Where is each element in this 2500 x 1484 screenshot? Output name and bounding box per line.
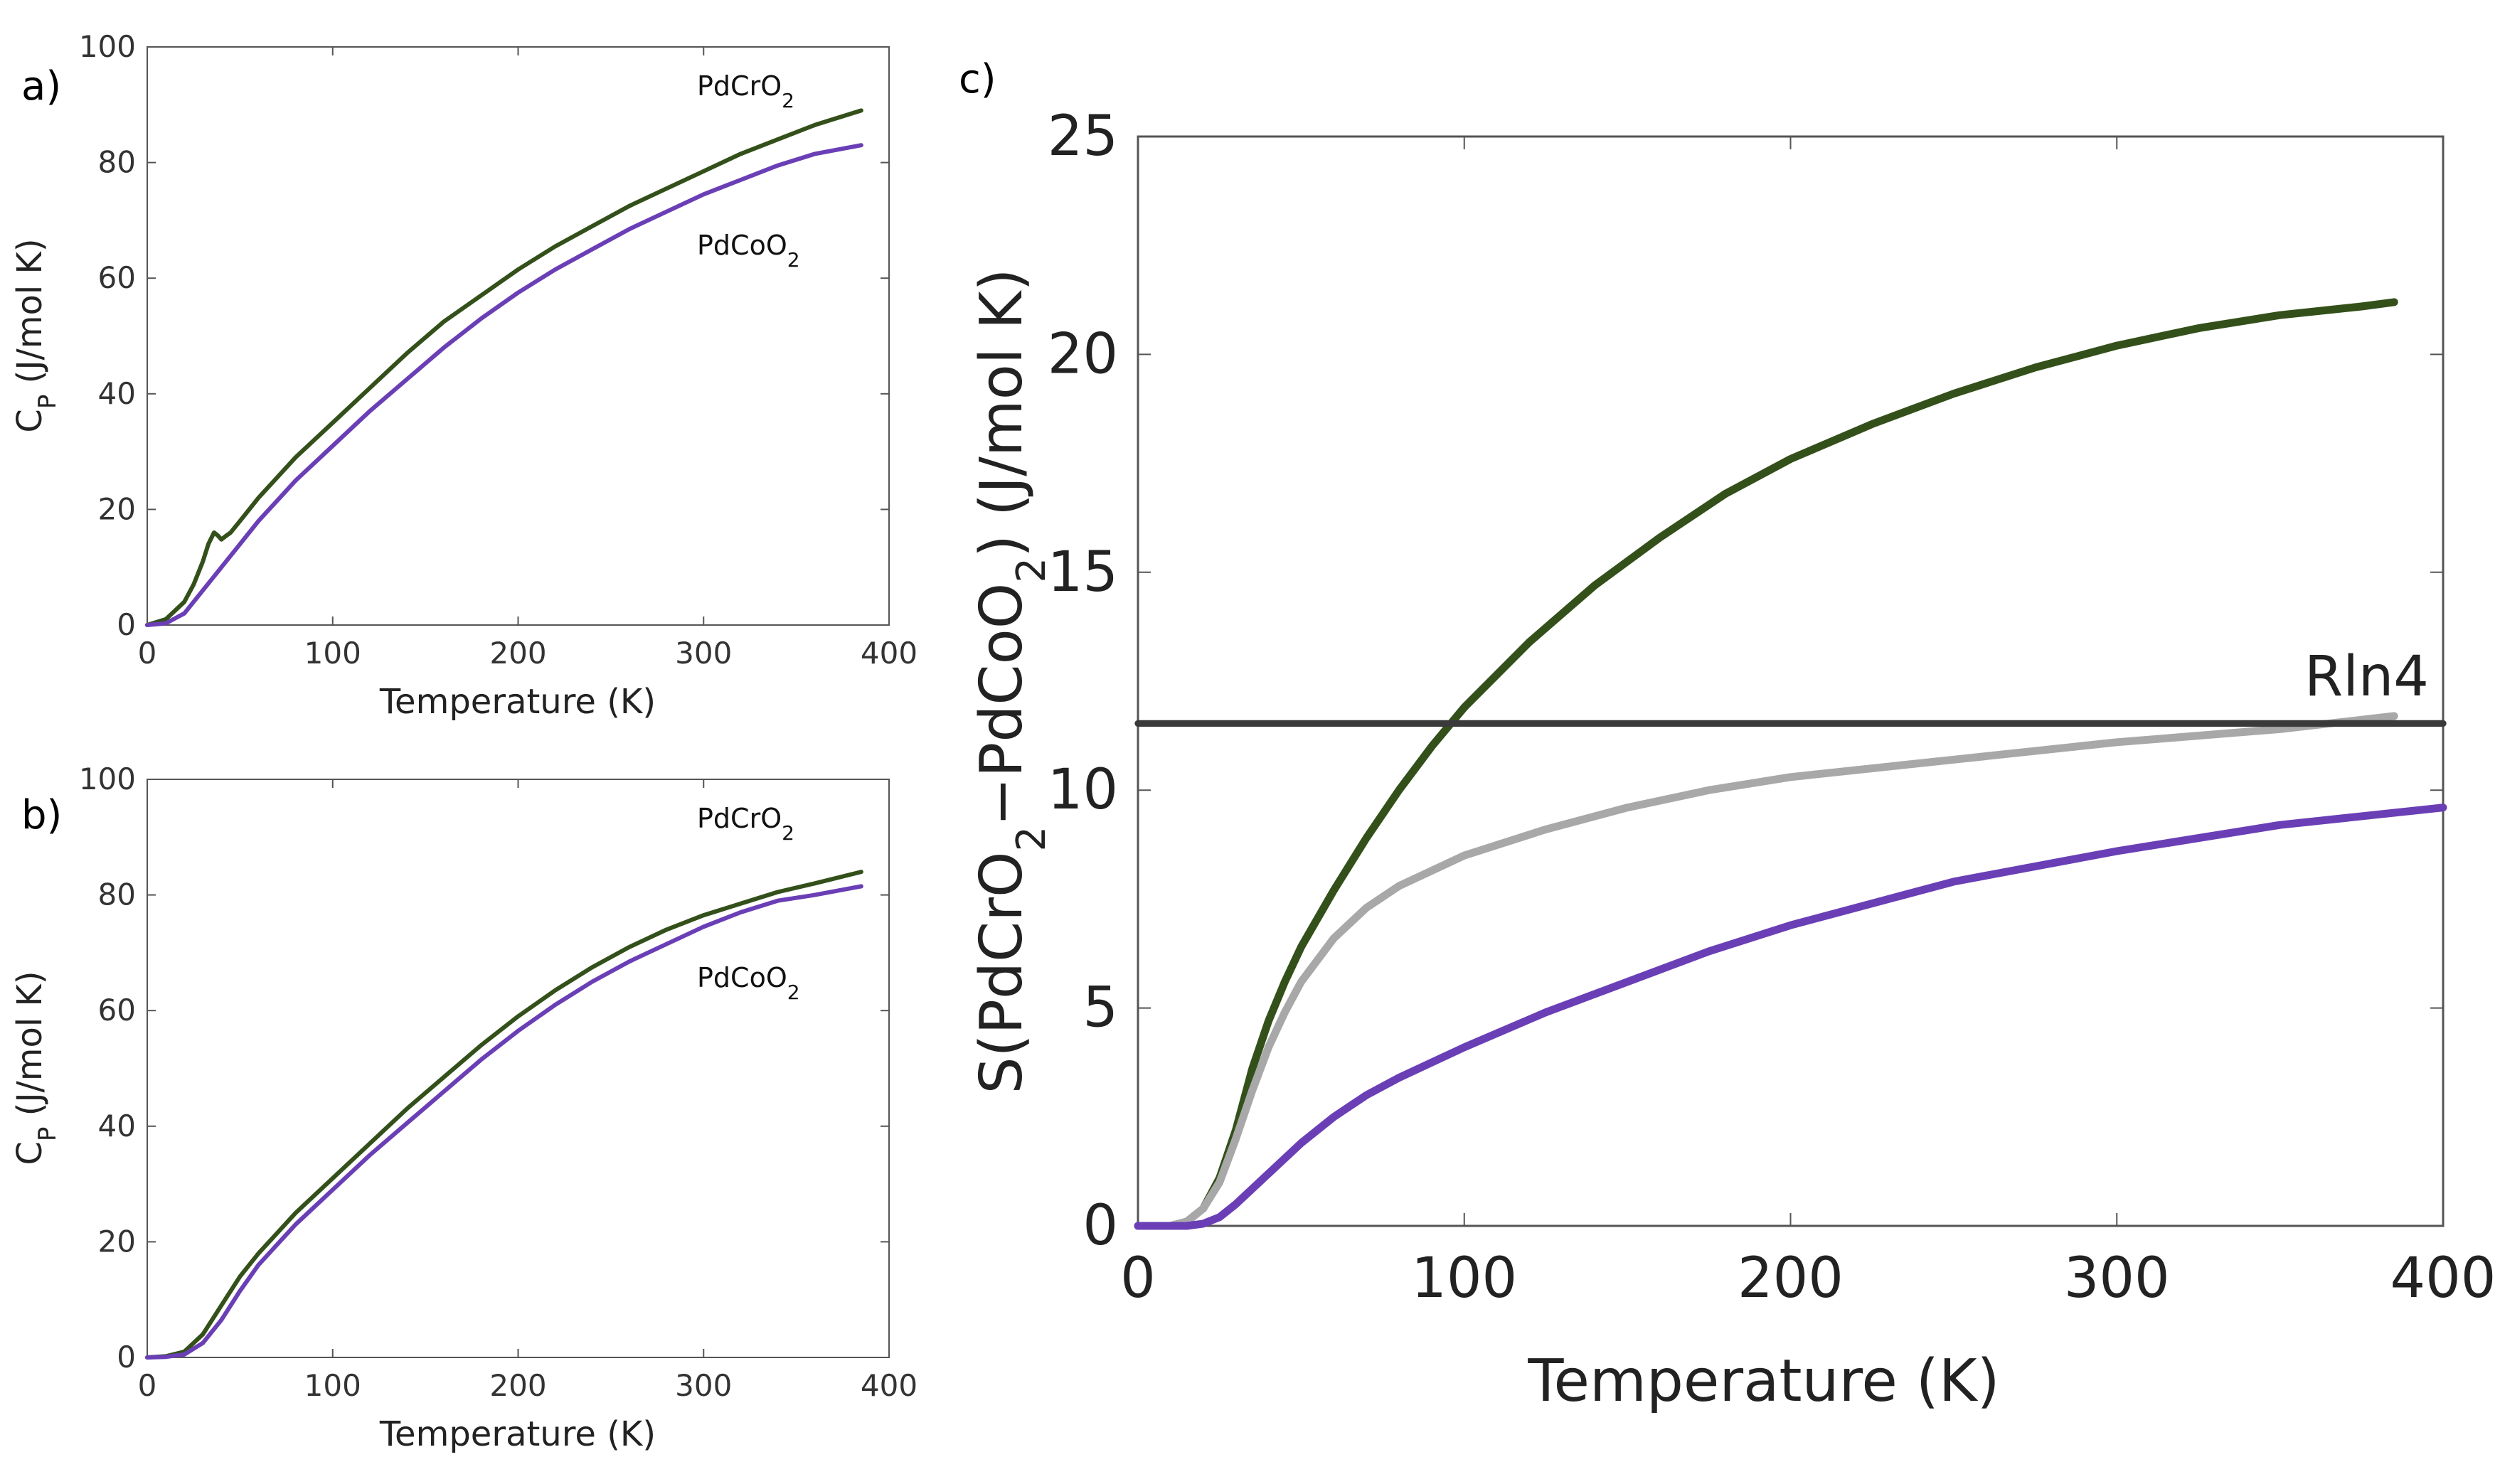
panel-b-series-pdcoo2 bbox=[145, 884, 863, 1360]
panel-c-y-axis-label: S(PdCrO2−PdCoO2) (J/mol K) bbox=[968, 268, 1055, 1094]
panel-b-series bbox=[145, 870, 863, 1360]
panel-c-y-tick-label: 10 bbox=[1048, 758, 1118, 822]
panel-c-y-ticks: 0 5 10 15 20 25 bbox=[1048, 105, 2443, 1258]
panel-a-series-pdcro2 bbox=[145, 108, 863, 627]
panel-b-y-tick-label: 0 bbox=[117, 1340, 136, 1374]
panel-b-x-tick-label: 300 bbox=[675, 1368, 732, 1403]
panel-c-y-tick-label: 15 bbox=[1048, 540, 1118, 604]
panel-a-frame bbox=[147, 46, 890, 626]
panel-a-y-tick-label: 40 bbox=[98, 376, 136, 411]
panel-b-x-ticks: 0 100 200 300 400 bbox=[138, 779, 917, 1403]
panel-b-x-tick-label: 0 bbox=[138, 1368, 157, 1403]
panel-b-series-pdcro2 bbox=[145, 870, 863, 1360]
panel-a-y-axis-label: CP (J/mol K) bbox=[10, 238, 62, 432]
panel-a-legend-pdcoo2: PdCoO2 bbox=[697, 230, 800, 272]
panel-c-series-pdcoo2 bbox=[1134, 804, 2447, 1230]
panel-a-label: a) bbox=[21, 63, 61, 110]
panel-b-y-tick-label: 100 bbox=[79, 762, 136, 796]
panel-a-series-pdcoo2 bbox=[145, 143, 863, 627]
panel-b-x-tick-label: 400 bbox=[861, 1368, 917, 1403]
panel-c-label: c) bbox=[959, 56, 996, 102]
panel-b-frame bbox=[147, 779, 890, 1358]
panel-a-y-ticks: 0 20 40 60 80 100 bbox=[79, 29, 889, 642]
panel-a-series bbox=[145, 108, 863, 627]
panel-a-x-tick-label: 300 bbox=[675, 636, 732, 671]
panel-a-y-tick-label: 60 bbox=[98, 260, 136, 295]
panel-c-rln4-annotation: Rln4 bbox=[2304, 645, 2429, 709]
panel-a-x-tick-label: 200 bbox=[489, 636, 546, 671]
panel-c-x-tick-label: 100 bbox=[1411, 1247, 1517, 1310]
panel-c-series-pdcro2 bbox=[1134, 298, 2398, 1230]
panel-c-y-tick-label: 5 bbox=[1083, 976, 1118, 1040]
panel-c-y-tick-label: 20 bbox=[1048, 322, 1118, 386]
panel-b-y-tick-label: 80 bbox=[98, 877, 136, 912]
panel-a-x-tick-label: 0 bbox=[138, 636, 157, 671]
panel-a-legend-pdcro2: PdCrO2 bbox=[697, 70, 794, 112]
panel-a-x-tick-label: 100 bbox=[304, 636, 361, 671]
panel-c-x-tick-label: 400 bbox=[2390, 1247, 2496, 1310]
panel-b-legend-pdcro2: PdCrO2 bbox=[697, 803, 794, 845]
panel-a-y-tick-label: 80 bbox=[98, 145, 136, 180]
panel-c-frame bbox=[1137, 135, 2445, 1227]
panel-b: b) 0 100 200 300 400 0 20 40 60 80 100 Temperatur… bbox=[10, 762, 917, 1454]
panel-a-y-tick-label: 0 bbox=[117, 607, 136, 642]
panel-b-x-tick-label: 200 bbox=[489, 1368, 546, 1403]
panel-c-series bbox=[1134, 298, 2447, 1230]
panel-b-x-tick-label: 100 bbox=[304, 1368, 361, 1403]
panel-a-x-tick-label: 400 bbox=[861, 636, 917, 671]
panel-b-y-tick-label: 20 bbox=[98, 1224, 136, 1259]
panel-c-x-ticks: 0 100 200 300 400 bbox=[1120, 137, 2496, 1310]
panel-b-y-tick-label: 60 bbox=[98, 993, 136, 1027]
panel-a-x-axis-label: Temperature (K) bbox=[379, 682, 656, 722]
panel-a-x-ticks: 0 100 200 300 400 bbox=[138, 47, 917, 671]
panel-b-y-axis-label: CP (J/mol K) bbox=[10, 971, 62, 1165]
panel-c-series-pdcro2-pdcoo2 bbox=[1134, 712, 2398, 1230]
panel-a-y-tick-label: 20 bbox=[98, 491, 136, 526]
panel-b-label: b) bbox=[21, 792, 62, 838]
panel-c-x-axis-label: Temperature (K) bbox=[1527, 1347, 1999, 1415]
panel-b-y-ticks: 0 20 40 60 80 100 bbox=[79, 762, 889, 1374]
panel-c: c) 0 100 200 300 400 0 5 10 15 20 25 Rln4 Tempera… bbox=[959, 56, 2496, 1415]
panel-a: a) 0 100 200 300 400 0 20 40 60 80 100 Temperatur… bbox=[10, 29, 917, 722]
panel-c-x-tick-label: 200 bbox=[1738, 1247, 1844, 1310]
panel-c-y-tick-label: 25 bbox=[1048, 105, 1118, 169]
panel-c-x-tick-label: 300 bbox=[2064, 1247, 2170, 1310]
panel-a-y-tick-label: 100 bbox=[79, 29, 136, 64]
panel-b-y-tick-label: 40 bbox=[98, 1109, 136, 1143]
panel-b-x-axis-label: Temperature (K) bbox=[379, 1414, 656, 1454]
panel-b-legend-pdcoo2: PdCoO2 bbox=[697, 962, 800, 1004]
panel-c-x-tick-label: 0 bbox=[1120, 1247, 1156, 1310]
panel-c-y-tick-label: 0 bbox=[1083, 1194, 1118, 1258]
